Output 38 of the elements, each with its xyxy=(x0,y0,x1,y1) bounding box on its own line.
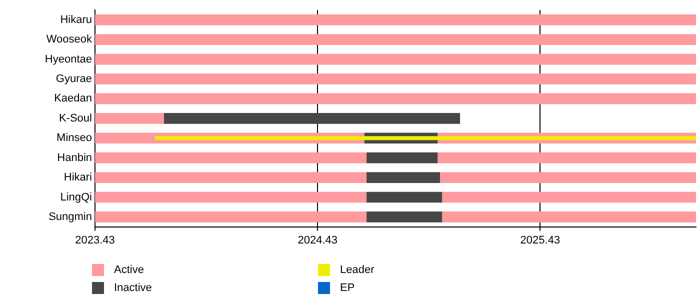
bar xyxy=(95,74,696,84)
y-tick-label: LingQi xyxy=(60,191,92,204)
bar xyxy=(164,112,460,124)
x-tick-label: 2023.43 xyxy=(75,234,115,246)
bar xyxy=(95,192,367,203)
y-tick-label: Wooseok xyxy=(46,34,92,46)
bar xyxy=(366,212,442,222)
legend-label: Active xyxy=(114,264,144,276)
legend-label: EP xyxy=(340,282,355,294)
y-tick-label: Sungmin xyxy=(48,210,92,223)
bar xyxy=(95,172,367,183)
bar xyxy=(95,212,367,222)
y-tick-label: Gyurae xyxy=(56,73,92,86)
bar xyxy=(440,172,696,183)
bar xyxy=(366,152,438,164)
y-tick-label: Minseo xyxy=(56,132,92,144)
bar xyxy=(95,93,696,104)
bar xyxy=(95,112,164,124)
bar xyxy=(438,152,696,164)
y-tick-label: Hanbin xyxy=(57,152,92,164)
legend-label: Leader xyxy=(340,264,374,276)
legend-label: Inactive xyxy=(114,282,152,294)
y-tick-label: K-Soul xyxy=(58,112,92,124)
bar xyxy=(95,34,696,45)
bar xyxy=(95,14,696,26)
bar xyxy=(442,212,696,222)
y-tick-label: Kaedan xyxy=(54,92,92,105)
bar xyxy=(366,192,442,203)
bar xyxy=(442,192,696,203)
x-tick-label: 2025.43 xyxy=(520,234,560,246)
bar xyxy=(366,172,440,183)
bar xyxy=(95,54,696,65)
bar xyxy=(95,152,367,164)
y-tick-label: Hikaru xyxy=(60,14,92,26)
bar xyxy=(155,136,696,140)
x-tick-label: 2024.43 xyxy=(298,234,338,246)
y-tick-label: Hikari xyxy=(64,172,92,184)
y-tick-label: Hyeontae xyxy=(44,53,92,66)
